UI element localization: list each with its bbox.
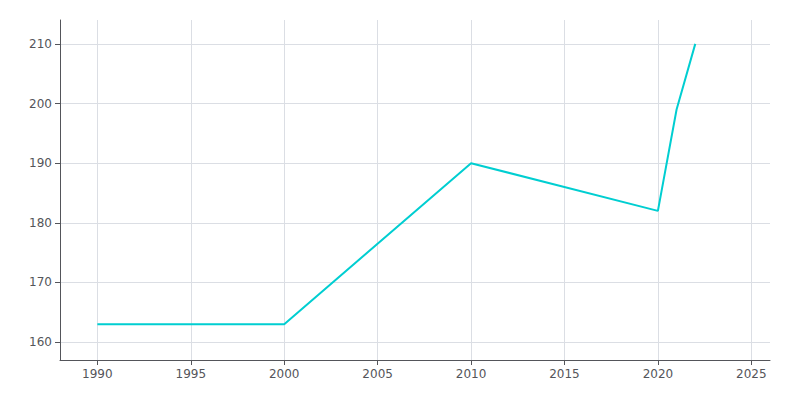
- svg-text:2020: 2020: [643, 367, 674, 381]
- svg-text:2005: 2005: [362, 367, 393, 381]
- svg-text:210: 210: [29, 37, 52, 51]
- svg-text:2025: 2025: [736, 367, 767, 381]
- svg-text:160: 160: [29, 335, 52, 349]
- svg-text:1995: 1995: [176, 367, 207, 381]
- svg-text:200: 200: [29, 97, 52, 111]
- svg-text:1990: 1990: [82, 367, 113, 381]
- svg-text:170: 170: [29, 275, 52, 289]
- svg-text:180: 180: [29, 216, 52, 230]
- svg-text:2000: 2000: [269, 367, 300, 381]
- svg-text:190: 190: [29, 156, 52, 170]
- svg-text:2015: 2015: [549, 367, 580, 381]
- svg-text:2010: 2010: [456, 367, 487, 381]
